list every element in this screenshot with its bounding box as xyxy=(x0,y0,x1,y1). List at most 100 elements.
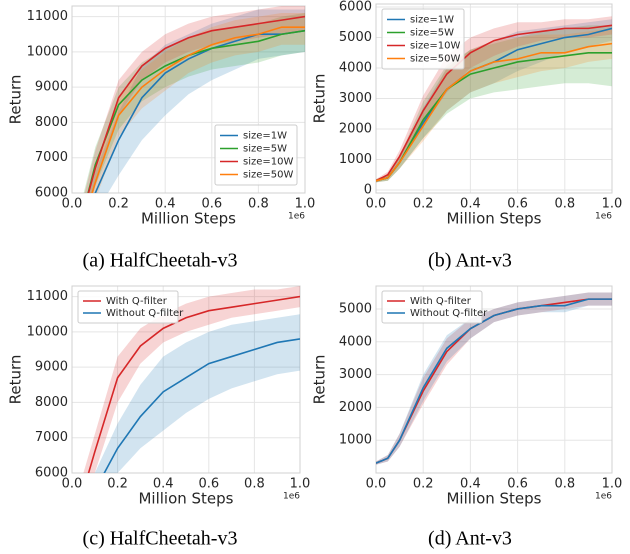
confidence-band xyxy=(376,292,612,465)
confidence-band xyxy=(88,9,305,193)
chart: 1000 2000 3000 4000 5000 0.0 0.2 0.4 0.6 0.8 1.0 Wi… xyxy=(311,285,623,550)
chart: 6000 7000 8000 9000 10000 11000 0.0 0.2 0.4 0.6 0.… xyxy=(7,285,311,550)
legend-label: Without Q-filter xyxy=(106,308,184,319)
line xyxy=(94,29,305,193)
line xyxy=(376,24,612,182)
line xyxy=(87,15,305,193)
legend-label: Without Q-filter xyxy=(410,308,488,319)
confidence-band xyxy=(376,28,612,183)
x-tick-label: 0.0 xyxy=(62,477,83,492)
confidence-band xyxy=(376,19,612,183)
y-tick-label: 11000 xyxy=(27,9,68,24)
x-axis-label: Million Steps xyxy=(141,210,236,228)
legend-label: size=1W xyxy=(410,15,454,26)
y-tick-label: 9000 xyxy=(35,80,68,95)
legend-label: size=1W xyxy=(243,131,287,142)
x-tick-label: 0.0 xyxy=(366,477,387,492)
plot-frame xyxy=(375,285,613,474)
x-tick-label: 0.6 xyxy=(507,197,528,212)
x-tick-label: 0.4 xyxy=(460,477,481,492)
y-tick-label: 4000 xyxy=(339,334,372,349)
y-tick-label: 5000 xyxy=(339,30,372,45)
y-tick-label: 7000 xyxy=(35,430,68,445)
x-tick-label: 0.4 xyxy=(460,197,481,212)
y-tick-label: 9000 xyxy=(35,360,68,375)
legend-label: size=50W xyxy=(410,54,460,65)
x-tick-label: 0.4 xyxy=(153,477,174,492)
x-tick-label: 0.2 xyxy=(108,197,129,212)
legend-label: With Q-filter xyxy=(410,296,472,307)
legend: size=1W size=5W size=10W size=50W xyxy=(381,8,465,70)
x-tick-label: 0.6 xyxy=(507,477,528,492)
caption: (a) HalfCheetah-v3 xyxy=(83,250,238,272)
line xyxy=(376,42,612,182)
plot-area xyxy=(83,286,300,473)
legend-box xyxy=(77,290,179,324)
x-tick-label: 0.2 xyxy=(107,477,128,492)
x-tick-label: 1.0 xyxy=(295,197,316,212)
y-tick-label: 2000 xyxy=(339,121,372,136)
x-offset-label: 1e6 xyxy=(595,212,612,222)
y-axis-label: Return xyxy=(7,355,25,405)
confidence-band xyxy=(83,13,305,193)
x-axis-label: Million Steps xyxy=(138,490,233,508)
confidence-band xyxy=(87,13,305,193)
x-tick-label: 0.2 xyxy=(413,477,434,492)
legend-label: size=5W xyxy=(410,28,454,39)
legend-label: size=10W xyxy=(410,41,460,52)
y-tick-label: 3000 xyxy=(339,91,372,106)
plot-area xyxy=(83,6,305,193)
x-tick-label: 1.0 xyxy=(602,477,623,492)
y-axis-label: Return xyxy=(7,75,25,125)
plot-area xyxy=(376,16,612,183)
line xyxy=(103,338,300,473)
chart: 0 1000 2000 3000 4000 5000 6000 0.0 0.2 0.4 0.6 0.8… xyxy=(311,0,623,272)
legend-box xyxy=(381,290,483,324)
x-tick-label: 0.8 xyxy=(554,197,575,212)
confidence-band xyxy=(376,292,612,465)
caption: (c) HalfCheetah-v3 xyxy=(83,528,238,550)
x-axis-label: Million Steps xyxy=(446,490,541,508)
y-tick-label: 6000 xyxy=(35,466,68,481)
legend-label: size=50W xyxy=(243,170,293,181)
x-tick-label: 0.6 xyxy=(198,477,219,492)
legend: size=1W size=5W size=10W size=50W xyxy=(214,124,298,186)
x-tick-label: 0.8 xyxy=(554,477,575,492)
legend-label: size=5W xyxy=(243,144,287,155)
plot-frame xyxy=(71,5,306,194)
y-tick-label: 8000 xyxy=(35,115,68,130)
caption: (b) Ant-v3 xyxy=(428,250,512,272)
confidence-band xyxy=(94,314,300,473)
y-tick-label: 5000 xyxy=(339,301,372,316)
x-tick-label: 1.0 xyxy=(602,197,623,212)
x-tick-label: 0.8 xyxy=(248,197,269,212)
y-axis-label: Return xyxy=(311,74,329,124)
y-tick-label: 6000 xyxy=(35,186,68,201)
x-tick-label: 0.4 xyxy=(155,197,176,212)
y-axis-label: Return xyxy=(311,355,329,405)
confidence-band xyxy=(84,6,305,193)
y-tick-label: 11000 xyxy=(27,289,68,304)
line xyxy=(91,26,305,193)
y-tick-label: 3000 xyxy=(339,367,372,382)
line xyxy=(87,295,300,473)
legend-label: With Q-filter xyxy=(106,296,168,307)
x-tick-label: 0.6 xyxy=(201,197,222,212)
y-tick-label: 8000 xyxy=(35,395,68,410)
x-offset-label: 1e6 xyxy=(283,492,300,502)
plot-frame xyxy=(375,3,613,194)
x-offset-label: 1e6 xyxy=(288,212,305,222)
y-tick-label: 7000 xyxy=(35,150,68,165)
y-tick-label: 10000 xyxy=(27,44,68,59)
x-tick-label: 1.0 xyxy=(290,477,311,492)
x-tick-label: 0.0 xyxy=(62,197,83,212)
legend-box xyxy=(381,8,465,70)
x-offset-label: 1e6 xyxy=(595,492,612,502)
y-tick-label: 1000 xyxy=(339,433,372,448)
x-tick-label: 0.8 xyxy=(244,477,265,492)
caption: (d) Ant-v3 xyxy=(428,528,512,550)
y-tick-label: 2000 xyxy=(339,400,372,415)
confidence-band xyxy=(376,25,612,183)
chart: 6000 7000 8000 9000 10000 11000 0.0 0.2 0.4 0.6 0.… xyxy=(7,5,316,272)
